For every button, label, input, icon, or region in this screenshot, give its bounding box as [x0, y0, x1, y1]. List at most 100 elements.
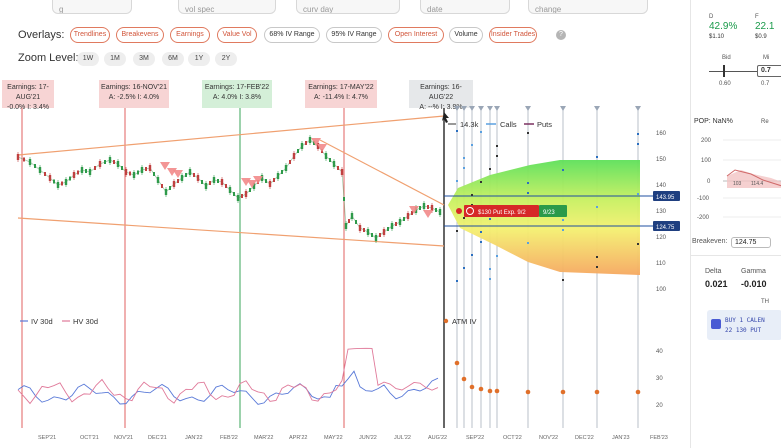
hv-30d-line: [17, 347, 439, 405]
earnings-date: Earnings: 16-NOV'21: [101, 84, 167, 91]
help-icon[interactable]: ?: [556, 30, 566, 40]
overlay-toggle-value-vol[interactable]: Value Vol: [217, 27, 257, 43]
open-interest-mark: [637, 193, 639, 195]
x-axis-tick: SEP'21: [38, 435, 56, 441]
zoom-1y[interactable]: 1Y: [188, 52, 210, 66]
open-interest-mark: [596, 206, 598, 208]
candle-body: [88, 169, 92, 175]
candle-body: [265, 179, 267, 183]
iv-y-tick: 30: [656, 376, 663, 382]
overlay-toggle-95-iv-range[interactable]: 95% IV Range: [326, 27, 382, 43]
open-interest-mark: [527, 192, 529, 194]
zoom-3m[interactable]: 3M: [133, 52, 155, 66]
top-strip-label: date: [427, 5, 443, 14]
overlay-toggle-open-interest[interactable]: Open Interest: [388, 27, 444, 43]
zoom-2y[interactable]: 2Y: [215, 52, 237, 66]
open-interest-mark: [489, 168, 491, 170]
x-axis-tick: OCT'22: [503, 435, 522, 441]
open-interest-mark: [562, 169, 564, 171]
overlay-toggle-earnings[interactable]: Earnings: [170, 27, 210, 43]
open-interest-mark: [596, 256, 598, 258]
expiration-marker: [525, 106, 531, 111]
open-interest-mark: [456, 230, 458, 232]
mid-price-input[interactable]: 0.7: [757, 65, 781, 77]
open-interest-mark: [480, 131, 482, 133]
expiration-marker: [454, 106, 460, 111]
candle-body: [411, 211, 413, 215]
position-date: 9/23: [543, 210, 555, 216]
overlay-toggle-68-iv-range[interactable]: 68% IV Range: [264, 27, 320, 43]
open-interest-mark: [463, 267, 465, 269]
top-strip-button-5[interactable]: change: [528, 0, 648, 14]
overlay-toggle-insider-trades[interactable]: Insider Trades: [489, 27, 537, 43]
zoom-1w[interactable]: 1W: [77, 52, 99, 66]
mid-label: Mi: [763, 55, 770, 61]
top-strip-label: vol spec: [185, 5, 215, 14]
trendline-diagonal: [319, 139, 445, 206]
earnings-marker[interactable]: Earnings: 17-AUG'21 -0.0% I: 3.4%: [2, 80, 54, 111]
candle-body: [252, 183, 256, 189]
top-strip-button-4[interactable]: date: [420, 0, 510, 14]
earnings-marker[interactable]: Earnings: 16-AUG'22 A: --% I: 3.9%: [409, 80, 473, 111]
candle-body: [395, 222, 397, 226]
candle-body: [344, 223, 348, 229]
earnings-marker[interactable]: Earnings: 17-MAY'22 A: -11.4% I: 4.7%: [305, 80, 377, 108]
x-axis-tick: JAN'22: [185, 435, 203, 441]
insider-trade-marker: [317, 144, 327, 152]
zoom-1m[interactable]: 1M: [104, 52, 126, 66]
candle-body: [44, 172, 46, 176]
top-strip-button-1[interactable]: g: [52, 0, 132, 14]
candle-body: [104, 160, 106, 164]
atm-legend: ATM IV: [452, 317, 476, 326]
candle-body: [64, 179, 68, 185]
col-d-label: D: [709, 14, 714, 20]
overlay-toggle-breakevens[interactable]: Breakevens: [116, 27, 164, 43]
open-interest-mark: [562, 229, 564, 231]
top-strip-button-3[interactable]: curv day: [296, 0, 400, 14]
pl-strike-1: 103: [733, 181, 742, 187]
atm-iv-dot: [454, 360, 460, 366]
candle-body: [145, 167, 147, 171]
price-y-tick: 150: [656, 157, 667, 163]
earnings-marker[interactable]: Earnings: 16-NOV'21 A: -2.5% I: 4.0%: [99, 80, 169, 108]
open-interest-mark: [489, 268, 491, 270]
order-card[interactable]: BUY 1 CALEN 22 130 PUT: [707, 310, 781, 340]
candle-body: [427, 205, 429, 209]
earnings-date: Earnings: 17-AUG'21: [7, 84, 49, 101]
overlay-toggle-volume[interactable]: Volume: [449, 27, 483, 43]
open-interest-mark: [596, 266, 598, 268]
theta-label: TH: [761, 299, 769, 305]
earnings-marker[interactable]: Earnings: 17-FEB'22 A: 4.0% I: 3.8%: [202, 80, 272, 108]
lower-price-tag: [653, 221, 680, 231]
price-chart[interactable]: $130 Put Exp. 9/2 9/23 160 150 140 130 120 110 1…: [0, 0, 690, 448]
order-line-2: 22 130 PUT: [725, 327, 762, 334]
zoom-6m[interactable]: 6M: [162, 52, 184, 66]
x-axis-tick: SEP'22: [466, 435, 484, 441]
candle-body: [16, 154, 20, 160]
earnings-date: Earnings: 17-FEB'22: [204, 84, 270, 91]
top-strip-label: g: [59, 5, 64, 14]
candle-body: [398, 219, 402, 225]
iv-30d-line: [17, 370, 439, 405]
top-strip-button-2[interactable]: vol spec: [178, 0, 276, 14]
pl-tick: 100: [701, 158, 712, 164]
candle-body: [350, 213, 354, 219]
bid-slider-handle[interactable]: [723, 65, 725, 77]
open-interest-mark: [463, 167, 465, 169]
open-interest-mark: [637, 143, 639, 145]
bid-ask-slider-track[interactable]: [709, 71, 781, 72]
candle-body: [348, 219, 350, 223]
candle-body: [177, 179, 179, 183]
candle-body: [188, 169, 192, 175]
candle-body: [116, 161, 120, 167]
candle-body: [161, 184, 163, 188]
candle-body: [236, 195, 240, 201]
candle-body: [148, 165, 152, 171]
overlay-toggle-trendlines[interactable]: Trendlines: [70, 27, 110, 43]
price-y-tick: 140: [656, 183, 667, 189]
candle-body: [121, 166, 123, 170]
iv-legend: IV 30d: [31, 317, 53, 326]
candle-body: [438, 209, 442, 215]
open-interest-mark: [471, 144, 473, 146]
candle-body: [406, 213, 410, 219]
